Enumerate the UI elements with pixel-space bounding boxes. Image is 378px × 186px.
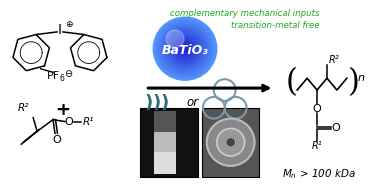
Circle shape xyxy=(156,20,214,77)
Circle shape xyxy=(155,19,215,78)
Text: O: O xyxy=(53,135,61,145)
Circle shape xyxy=(167,31,203,66)
Circle shape xyxy=(160,24,210,73)
Text: ): ) xyxy=(152,94,160,112)
Circle shape xyxy=(175,39,195,59)
Circle shape xyxy=(178,42,192,56)
Circle shape xyxy=(174,38,196,59)
Circle shape xyxy=(184,48,186,49)
Bar xyxy=(154,132,176,152)
Text: +: + xyxy=(56,101,70,119)
Text: transition-metal free: transition-metal free xyxy=(231,21,319,30)
Circle shape xyxy=(165,28,205,69)
Circle shape xyxy=(170,34,200,63)
Circle shape xyxy=(180,44,190,54)
Text: O: O xyxy=(313,104,321,114)
Text: $M_n$ > 100 kDa: $M_n$ > 100 kDa xyxy=(282,167,356,181)
Circle shape xyxy=(169,33,201,64)
Text: ): ) xyxy=(348,67,360,98)
Bar xyxy=(140,108,198,177)
Bar xyxy=(202,108,259,177)
Text: O: O xyxy=(65,117,73,126)
Circle shape xyxy=(169,32,201,65)
Circle shape xyxy=(165,29,205,68)
Bar xyxy=(154,111,176,174)
Circle shape xyxy=(171,35,199,62)
Circle shape xyxy=(175,39,195,58)
Circle shape xyxy=(182,46,188,52)
Circle shape xyxy=(163,27,207,70)
Circle shape xyxy=(163,27,207,71)
Circle shape xyxy=(179,43,191,54)
Circle shape xyxy=(159,23,211,75)
Circle shape xyxy=(207,119,254,166)
Circle shape xyxy=(177,41,193,56)
Circle shape xyxy=(166,30,204,68)
Circle shape xyxy=(172,35,198,62)
Text: (: ( xyxy=(285,67,297,98)
Circle shape xyxy=(226,137,235,147)
Text: R¹: R¹ xyxy=(312,141,322,151)
Circle shape xyxy=(158,22,212,75)
Circle shape xyxy=(154,18,216,80)
Text: n: n xyxy=(357,73,364,83)
Text: R²: R² xyxy=(17,103,29,113)
Text: complementary mechanical inputs: complementary mechanical inputs xyxy=(170,9,319,18)
Text: 6: 6 xyxy=(59,74,64,83)
Circle shape xyxy=(183,47,187,51)
Circle shape xyxy=(183,46,187,51)
Circle shape xyxy=(173,37,197,61)
Text: R²: R² xyxy=(329,55,339,65)
Circle shape xyxy=(155,18,215,79)
Circle shape xyxy=(181,44,189,53)
Text: ): ) xyxy=(160,94,168,112)
Text: R¹: R¹ xyxy=(83,117,94,126)
Text: O: O xyxy=(332,124,340,134)
Text: BaTiO₃: BaTiO₃ xyxy=(162,44,208,57)
Text: ⊕: ⊕ xyxy=(65,20,73,28)
Circle shape xyxy=(157,21,213,76)
Text: I: I xyxy=(58,23,62,37)
Circle shape xyxy=(176,40,194,57)
Text: ⊖: ⊖ xyxy=(64,69,72,79)
Bar xyxy=(154,111,176,132)
Circle shape xyxy=(160,23,211,74)
Circle shape xyxy=(158,22,212,76)
Circle shape xyxy=(174,37,197,60)
Circle shape xyxy=(177,41,193,57)
Circle shape xyxy=(162,26,208,71)
Circle shape xyxy=(170,33,200,64)
Circle shape xyxy=(179,42,191,55)
Circle shape xyxy=(167,30,203,67)
Circle shape xyxy=(166,30,184,48)
Text: PF: PF xyxy=(46,71,60,81)
Circle shape xyxy=(164,28,206,70)
Circle shape xyxy=(153,17,217,80)
Circle shape xyxy=(168,32,202,66)
Circle shape xyxy=(184,47,186,50)
Circle shape xyxy=(156,20,214,78)
Text: ): ) xyxy=(144,94,152,112)
Circle shape xyxy=(161,25,209,72)
Circle shape xyxy=(172,36,198,61)
Circle shape xyxy=(161,25,209,73)
Text: or: or xyxy=(187,96,199,109)
Circle shape xyxy=(217,129,245,156)
Circle shape xyxy=(181,45,189,52)
